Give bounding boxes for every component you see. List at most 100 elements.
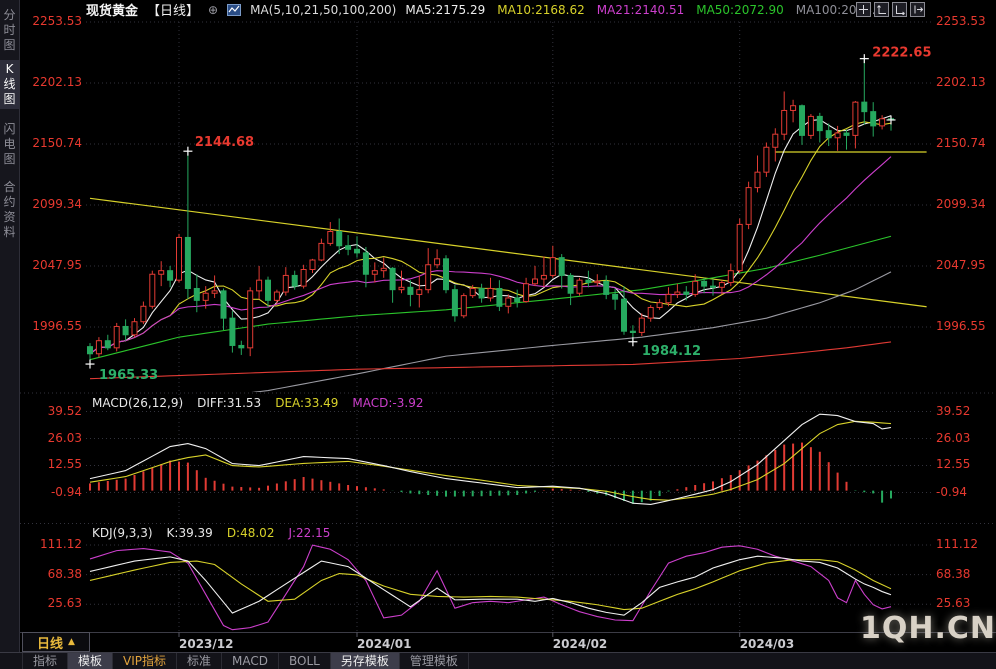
ma200-line xyxy=(89,341,892,380)
candle-body xyxy=(371,270,378,275)
candle-body xyxy=(558,257,565,276)
price-axis-label: 2150.74 xyxy=(936,135,986,150)
toolbar-item[interactable]: 指标 xyxy=(23,653,69,669)
price-axis-label: 39.52 xyxy=(936,403,971,418)
period-tab-label: 日线 xyxy=(37,636,64,652)
period-tab-daily[interactable]: 日线 ▲ xyxy=(22,632,90,652)
chevron-up-icon: ▲ xyxy=(68,637,75,647)
macd-pane xyxy=(89,413,892,505)
macd-indicator-header: MACD(26,12,9) DIFF:31.53 DEA:33.49 MACD:-3.… xyxy=(92,396,423,410)
candle-body xyxy=(451,289,458,317)
toolbar-item[interactable]: 模板 xyxy=(68,653,114,669)
candle-body xyxy=(861,101,868,113)
candle-body xyxy=(167,270,174,281)
sidebar-item-4[interactable]: 合约资料 xyxy=(3,180,16,239)
toolbar-item[interactable]: MACD xyxy=(222,653,280,669)
candle-body xyxy=(211,290,218,294)
candle-body xyxy=(122,325,129,336)
price-axis-label: -0.94 xyxy=(50,484,82,499)
toolbar-item[interactable]: 管理模板 xyxy=(400,653,469,669)
candle-body xyxy=(647,306,654,319)
candle-body xyxy=(291,274,298,287)
candle-body xyxy=(692,280,699,295)
exit-chart-icon[interactable] xyxy=(910,2,925,17)
price-axis-label: 111.12 xyxy=(936,537,978,551)
toolbar-item[interactable]: BOLL xyxy=(279,653,331,669)
price-axis-label: 26.03 xyxy=(47,430,82,445)
price-axis-label: 12.55 xyxy=(936,457,971,472)
price-axis-label: 68.38 xyxy=(936,566,971,581)
candle-body xyxy=(416,289,423,295)
candle-body xyxy=(345,245,352,250)
candle-body xyxy=(781,109,788,135)
indicator-header-part: MACD(26,12,9) xyxy=(92,396,184,410)
toolbar-item[interactable]: 标准 xyxy=(177,653,223,669)
candle-body xyxy=(354,248,360,254)
indicator-header-part: MACD:-3.92 xyxy=(352,396,424,410)
main-price-pane xyxy=(87,58,927,392)
k-line xyxy=(89,555,892,616)
chart-header: 现货黄金 【日线】 ⊕ MA(5,10,21,50,100,200) MA5:21… xyxy=(86,0,876,20)
candle-body xyxy=(460,295,467,317)
price-axis-label: 2047.95 xyxy=(936,257,986,272)
link-toggle-icon[interactable]: ⊕ xyxy=(208,2,219,17)
indicator-header-part: D:48.02 xyxy=(226,526,275,540)
x-axis-month-label: 2024/03 xyxy=(739,637,795,651)
candle-body xyxy=(389,267,396,291)
candle-body xyxy=(585,279,592,284)
sidebar-item-1[interactable]: 分时图 xyxy=(3,8,16,52)
candle-body xyxy=(843,132,850,136)
symbol-title: 现货黄金 xyxy=(86,4,139,19)
indicator-header-part: DIFF:31.53 xyxy=(197,396,262,410)
sidebar-item-3[interactable]: 闪电图 xyxy=(3,122,16,166)
scale-y-axis-icon[interactable] xyxy=(874,2,889,17)
candle-body xyxy=(398,286,405,291)
price-axis-label: 12.55 xyxy=(47,457,82,472)
candle-body xyxy=(567,274,574,294)
candle-body xyxy=(879,118,886,127)
candle-body xyxy=(852,101,859,136)
toolbar-item[interactable]: VIP指标 xyxy=(113,653,178,669)
candle-body xyxy=(621,298,627,332)
price-axis-label: 68.38 xyxy=(47,566,82,581)
candle-body xyxy=(113,325,120,349)
price-axis-label: -0.94 xyxy=(936,484,968,499)
candle-body xyxy=(718,282,725,288)
price-axis-label: 2202.13 xyxy=(936,75,986,89)
candle-body xyxy=(265,279,271,301)
candle-body xyxy=(434,258,441,266)
ma-legend-value: MA10:2168.62 xyxy=(497,2,585,17)
kdj-indicator-header: KDJ(9,3,3) K:39.39 D:48.02 J:22.15 xyxy=(92,526,330,540)
candle-body xyxy=(273,291,280,301)
d-line xyxy=(89,559,892,611)
price-axis-label: 2253.53 xyxy=(936,14,986,28)
candle-body xyxy=(220,290,227,319)
candle-body xyxy=(576,279,583,294)
indicator-header-part: J:22.15 xyxy=(288,526,331,540)
scale-x-axis-icon[interactable] xyxy=(892,2,907,17)
candle-body xyxy=(487,287,494,299)
toolbar-item[interactable]: 另存模板 xyxy=(330,653,400,669)
price-axis-label: 2253.53 xyxy=(32,14,82,28)
annotation-label: 1984.12 xyxy=(642,344,701,359)
price-axis-label: 2099.34 xyxy=(32,197,82,211)
ma-legend-value: MA21:2140.51 xyxy=(596,2,685,17)
candle-body xyxy=(318,242,325,261)
x-axis-month-label: 2023/12 xyxy=(179,637,234,651)
candle-body xyxy=(131,321,138,336)
candle-body xyxy=(158,270,165,275)
price-axis-label: 1996.55 xyxy=(32,319,82,333)
candle-body xyxy=(790,105,797,111)
candle-body xyxy=(745,187,752,225)
candle-body xyxy=(407,286,414,295)
candle-body xyxy=(176,236,182,281)
trendline[interactable] xyxy=(89,197,927,308)
x-axis-month-label: 2024/02 xyxy=(552,637,608,651)
pan-crosshair-icon[interactable] xyxy=(856,2,871,17)
candle-body xyxy=(532,278,538,285)
annotation-label: 1965.33 xyxy=(99,368,158,383)
candle-body xyxy=(683,291,690,295)
ma-style-icon[interactable] xyxy=(227,3,242,16)
